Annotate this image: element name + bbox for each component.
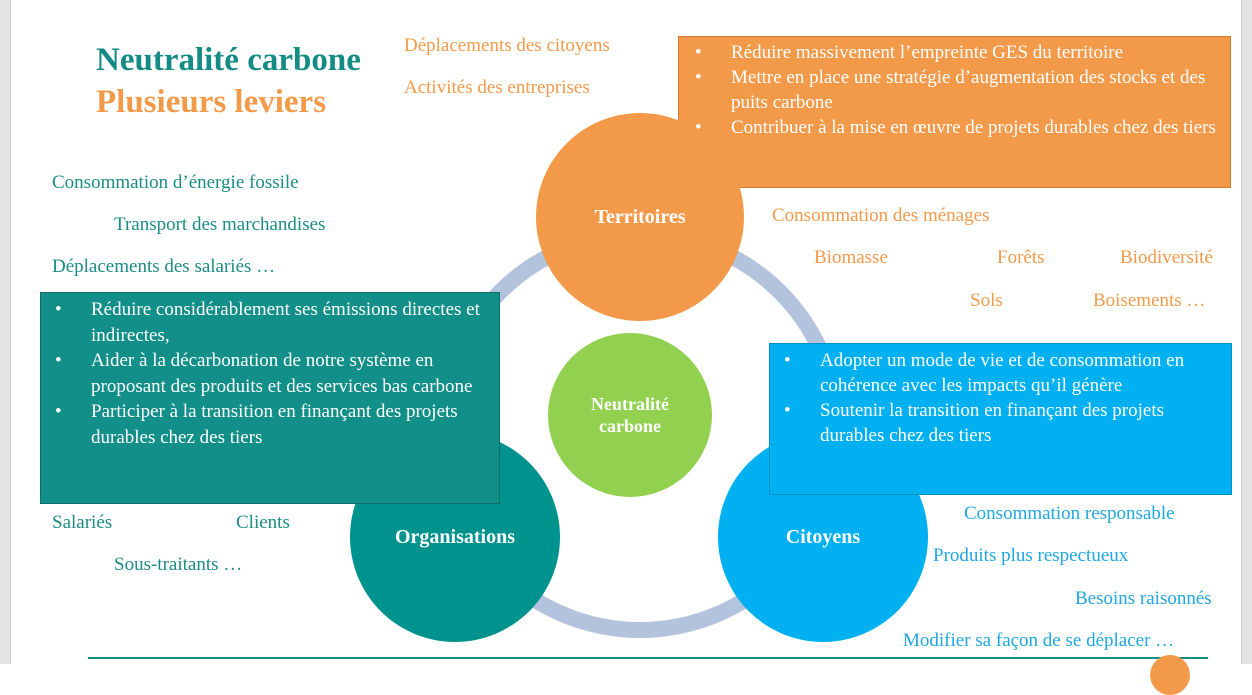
lever-besoins-raisonnes: Besoins raisonnés	[1075, 588, 1212, 609]
lever-produits-respectueux: Produits plus respectueux	[933, 545, 1129, 566]
lever-modifier-deplacement: Modifier sa façon de se déplacer …	[903, 630, 1175, 651]
lever-sols: Sols	[970, 290, 1003, 311]
window-frame-right	[1241, 0, 1252, 664]
lever-deplacements-citoyens: Déplacements des citoyens	[404, 35, 610, 56]
slide-corner-logo	[1150, 655, 1190, 695]
territoires-objectives-box: Réduire massivement l’empreinte GES du t…	[678, 36, 1231, 188]
territoires-objective: Contribuer à la mise en œuvre de projets…	[681, 115, 1224, 140]
window-frame-left	[0, 0, 11, 664]
citoyens-objective: Adopter un mode de vie et de consommatio…	[770, 348, 1225, 398]
lever-clients: Clients	[236, 512, 290, 533]
organisations-objectives-box: Réduire considérablement ses émissions d…	[40, 292, 500, 504]
neutralite-circle: Neutralité carbone	[548, 333, 712, 497]
organisations-label: Organisations	[394, 525, 516, 548]
territoires-objective: Mettre en place une stratégie d’augmenta…	[681, 65, 1224, 115]
citoyens-objectives-box: Adopter un mode de vie et de consommatio…	[769, 343, 1232, 495]
organisations-objective: Réduire considérablement ses émissions d…	[41, 297, 491, 348]
slide-subtitle: Plusieurs leviers	[96, 84, 327, 120]
lever-forets: Forêts	[997, 247, 1045, 268]
lever-consommation-menages: Consommation des ménages	[772, 205, 990, 226]
lever-biomasse: Biomasse	[814, 247, 888, 268]
lever-activites-entreprises: Activités des entreprises	[404, 77, 590, 98]
slide-title: Neutralité carbone	[96, 42, 361, 78]
organisations-objective: Aider à la décarbonation de notre systèm…	[41, 348, 491, 399]
lever-deplacements-salaries: Déplacements des salariés …	[52, 256, 276, 277]
territoires-label: Territoires	[594, 205, 686, 228]
citoyens-label: Citoyens	[785, 525, 861, 548]
footer-divider	[88, 657, 1208, 659]
lever-boisements: Boisements …	[1093, 290, 1206, 311]
lever-salaries: Salariés	[52, 512, 113, 533]
neutralite-label-line1: Neutralité	[591, 394, 669, 414]
territoires-circle: Territoires	[536, 113, 744, 321]
citoyens-objective: Soutenir la transition en finançant des …	[770, 398, 1225, 448]
lever-biodiversite: Biodiversité	[1120, 247, 1213, 268]
lever-sous-traitants: Sous-traitants …	[114, 554, 243, 575]
lever-transport-marchandises: Transport des marchandises	[114, 214, 326, 235]
organisations-objective: Participer à la transition en finançant …	[41, 399, 491, 450]
territoires-objective: Réduire massivement l’empreinte GES du t…	[681, 40, 1224, 65]
lever-consommation-energie: Consommation d’énergie fossile	[52, 172, 299, 193]
lever-consommation-responsable: Consommation responsable	[964, 503, 1175, 524]
neutralite-label-line2: carbone	[599, 416, 661, 436]
